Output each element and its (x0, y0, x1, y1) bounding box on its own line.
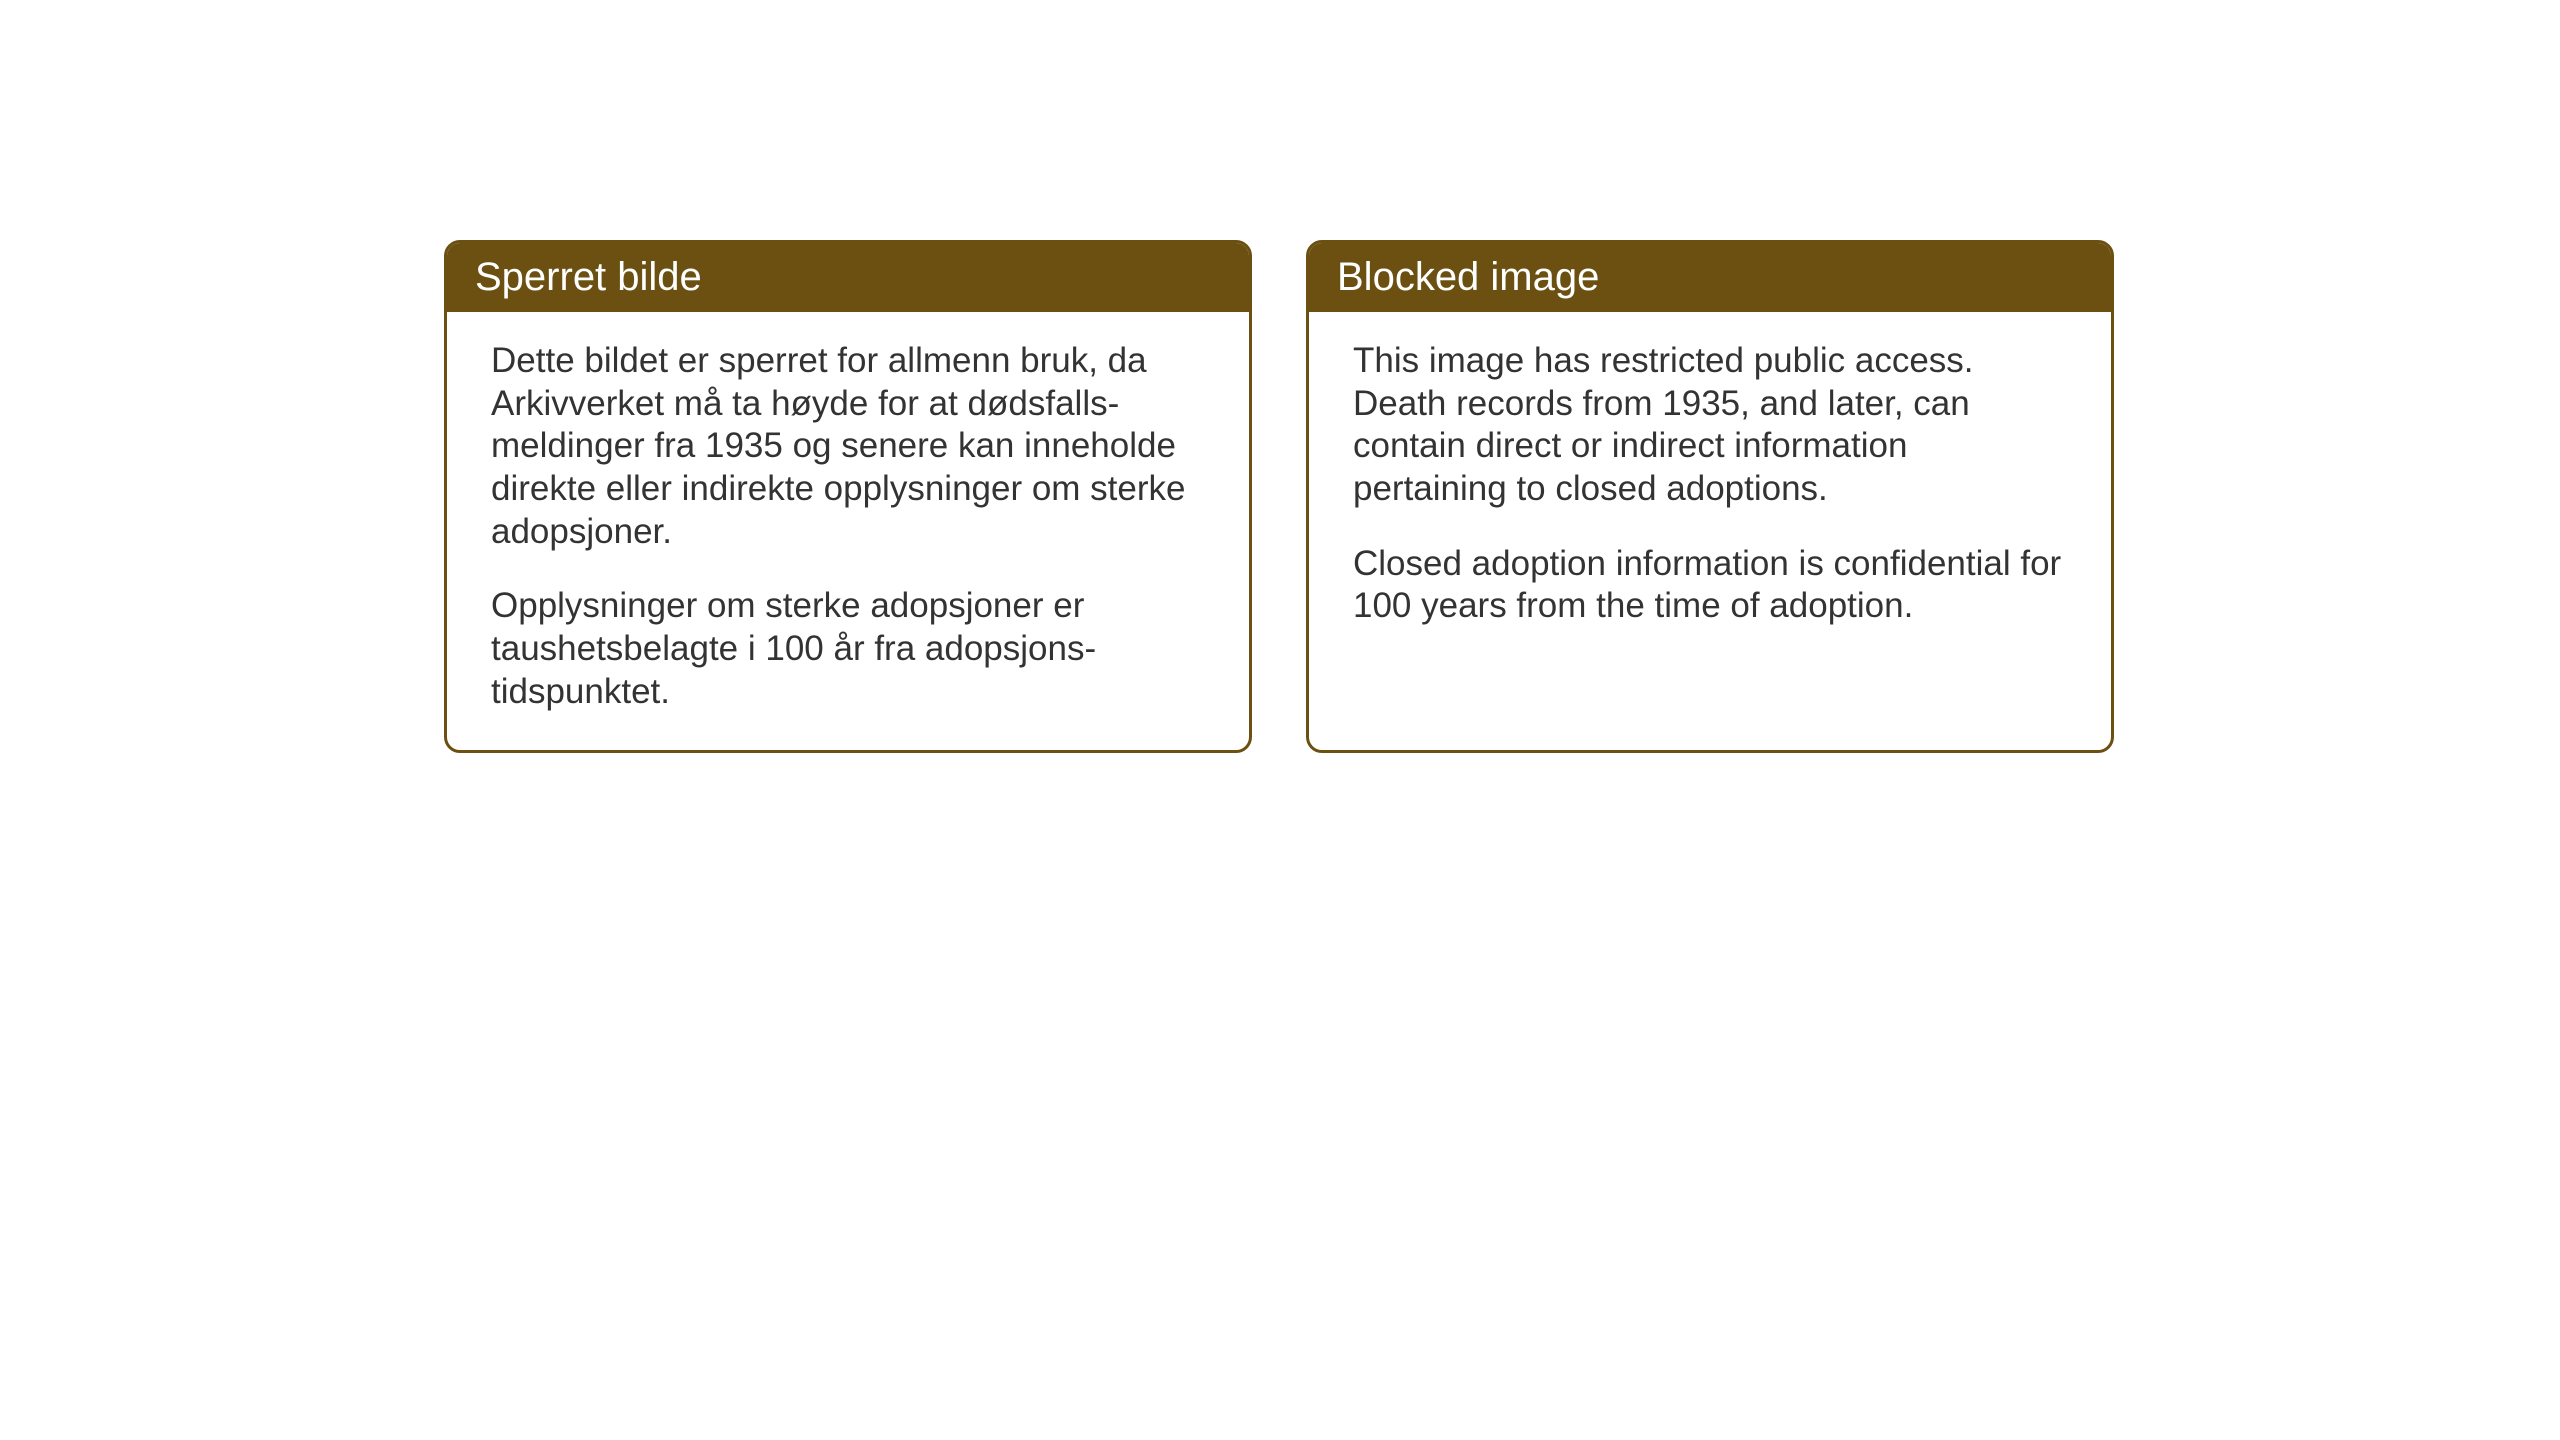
cards-container: Sperret bilde Dette bildet er sperret fo… (444, 240, 2114, 753)
card-body-english: This image has restricted public access.… (1309, 312, 2111, 664)
card-english: Blocked image This image has restricted … (1306, 240, 2114, 753)
card-body-norwegian: Dette bildet er sperret for allmenn bruk… (447, 312, 1249, 750)
card-paragraph-2-norwegian: Opplysninger om sterke adopsjoner er tau… (491, 585, 1205, 713)
card-header-english: Blocked image (1309, 243, 2111, 312)
card-norwegian: Sperret bilde Dette bildet er sperret fo… (444, 240, 1252, 753)
card-paragraph-1-english: This image has restricted public access.… (1353, 340, 2067, 511)
card-title-english: Blocked image (1337, 255, 1599, 299)
card-paragraph-1-norwegian: Dette bildet er sperret for allmenn bruk… (491, 340, 1205, 553)
card-title-norwegian: Sperret bilde (475, 255, 702, 299)
card-paragraph-2-english: Closed adoption information is confident… (1353, 543, 2067, 628)
card-header-norwegian: Sperret bilde (447, 243, 1249, 312)
